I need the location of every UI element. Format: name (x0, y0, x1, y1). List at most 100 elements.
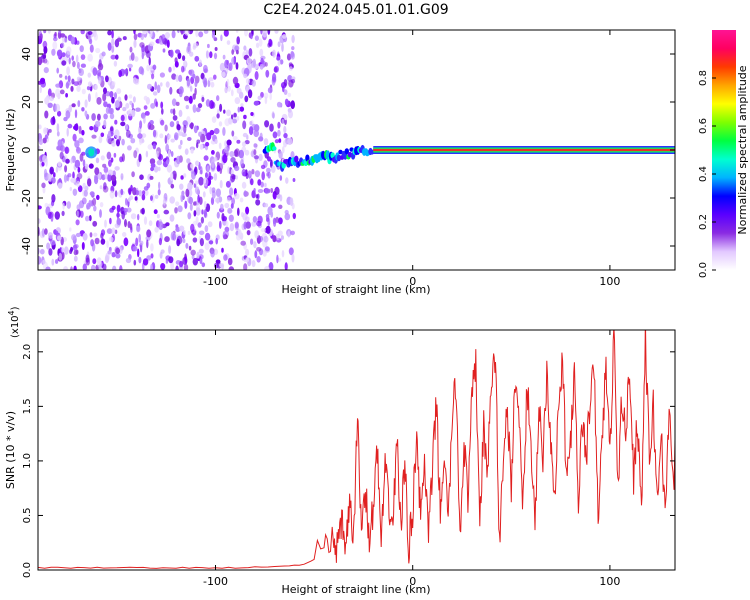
noise-speckle (86, 30, 89, 37)
noise-speckle (88, 163, 94, 169)
noise-speckle (198, 131, 203, 137)
noise-speckle (84, 99, 88, 108)
noise-speckle (87, 31, 93, 35)
noise-speckle (241, 168, 246, 177)
noise-speckle (243, 190, 248, 198)
noise-speckle (89, 126, 94, 131)
noise-speckle (169, 196, 175, 204)
noise-speckle (257, 179, 262, 186)
noise-speckle (82, 159, 86, 167)
noise-speckle (139, 137, 142, 146)
noise-speckle (231, 56, 236, 65)
noise-speckle (82, 232, 88, 241)
noise-speckle (103, 87, 107, 94)
noise-speckle (100, 238, 106, 245)
noise-speckle (39, 248, 45, 255)
noise-speckle (171, 98, 177, 107)
noise-speckle (49, 166, 54, 175)
colorbar-label: Normalized spectral amplitude (736, 65, 749, 234)
noise-speckle (267, 30, 271, 35)
noise-speckle (230, 114, 234, 120)
noise-speckle (90, 264, 96, 270)
noise-speckle (79, 153, 84, 162)
noise-speckle (60, 145, 66, 153)
noise-speckle (263, 138, 269, 146)
noise-speckle (193, 201, 197, 206)
noise-speckle (38, 205, 42, 210)
noise-speckle (195, 107, 201, 113)
noise-speckle (82, 263, 87, 270)
noise-speckle (174, 207, 178, 214)
noise-speckle (125, 129, 131, 138)
noise-speckle (227, 257, 233, 266)
noise-speckle (222, 127, 226, 136)
noise-speckle (80, 54, 86, 60)
noise-speckle (72, 171, 75, 180)
noise-speckle (38, 124, 42, 130)
noise-speckle (43, 127, 48, 135)
noise-speckle (138, 153, 142, 163)
noise-speckle (184, 200, 188, 209)
colorbar-tick-label: 0.2 (698, 214, 709, 230)
noise-speckle (143, 216, 148, 225)
noise-speckle (244, 95, 249, 103)
noise-speckle (110, 54, 116, 60)
noise-speckle (222, 216, 228, 222)
noise-speckle (172, 65, 176, 71)
noise-speckle (278, 151, 283, 159)
noise-speckle (178, 74, 183, 82)
noise-speckle (235, 62, 239, 70)
noise-speckle (266, 172, 269, 177)
noise-speckle (92, 258, 97, 265)
noise-speckle (115, 253, 121, 259)
noise-speckle (216, 164, 221, 172)
noise-speckle (116, 211, 120, 220)
noise-speckle (141, 133, 147, 139)
noise-speckle (179, 260, 184, 268)
noise-speckle (148, 56, 151, 66)
noise-speckle (198, 59, 202, 67)
noise-speckle (128, 94, 133, 99)
noise-speckle (186, 158, 191, 164)
noise-speckle (250, 178, 254, 186)
noise-speckle (169, 121, 175, 128)
spectrogram-noise (38, 30, 296, 270)
noise-speckle (52, 103, 58, 112)
noise-speckle (243, 114, 247, 120)
noise-speckle (227, 85, 231, 92)
noise-speckle (138, 233, 141, 243)
noise-speckle (130, 52, 135, 61)
noise-speckle (156, 30, 159, 33)
noise-speckle (200, 72, 205, 80)
noise-speckle (197, 103, 203, 109)
noise-speckle (53, 37, 58, 42)
noise-speckle (185, 242, 189, 249)
noise-speckle (83, 189, 88, 197)
noise-speckle (175, 265, 179, 270)
noise-speckle (47, 88, 52, 97)
noise-speckle (158, 221, 164, 231)
noise-speckle (251, 260, 256, 268)
noise-speckle (114, 92, 117, 100)
noise-speckle (184, 148, 189, 155)
noise-speckle (215, 188, 221, 197)
noise-speckle (235, 30, 239, 33)
noise-speckle (65, 93, 68, 98)
noise-speckle (168, 256, 174, 264)
noise-speckle (204, 242, 210, 251)
noise-speckle (157, 166, 161, 172)
noise-speckle (254, 71, 259, 80)
noise-speckle (86, 86, 91, 91)
noise-speckle (165, 81, 170, 88)
noise-speckle (93, 232, 98, 237)
noise-speckle (56, 123, 60, 133)
noise-speckle (150, 253, 154, 259)
noise-speckle (244, 30, 248, 37)
noise-speckle (175, 201, 180, 207)
noise-speckle (107, 250, 112, 255)
noise-speckle (199, 143, 204, 150)
noise-speckle (88, 215, 92, 222)
noise-speckle (111, 252, 116, 258)
noise-speckle (133, 33, 138, 41)
noise-speckle (99, 185, 103, 190)
